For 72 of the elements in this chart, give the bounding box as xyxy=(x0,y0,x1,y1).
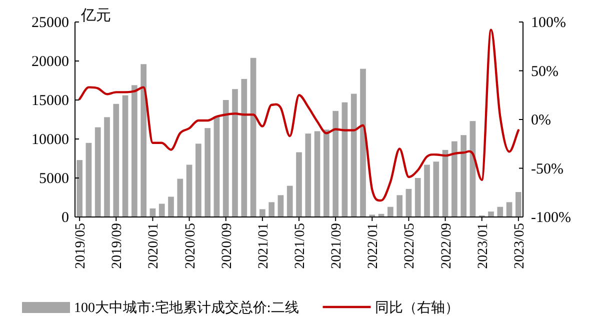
bar xyxy=(342,102,348,217)
bar xyxy=(196,144,202,217)
bar xyxy=(516,192,522,217)
bar xyxy=(158,204,165,217)
x-tick-label: 2019/09 xyxy=(110,223,126,269)
y2-tick-label: -50% xyxy=(531,161,564,178)
bar xyxy=(332,110,338,217)
bar xyxy=(132,85,138,217)
bar xyxy=(324,130,330,217)
bar xyxy=(186,164,192,217)
y2-tick-label: 100% xyxy=(531,15,566,31)
bar xyxy=(296,152,302,217)
x-tick-label: 2020/01 xyxy=(146,223,162,269)
bar xyxy=(250,58,256,217)
x-tick-label: 2022/01 xyxy=(366,223,382,269)
bar xyxy=(497,206,504,217)
bar xyxy=(488,212,494,217)
bar xyxy=(113,104,120,217)
x-tick-label: 2020/09 xyxy=(220,223,235,269)
y-tick-label: 15000 xyxy=(32,93,69,109)
bar xyxy=(305,134,312,217)
y2-tick-label: -100% xyxy=(531,210,571,226)
x-tick-label: 2021/09 xyxy=(330,223,345,269)
y-tick-label: 10000 xyxy=(32,132,69,148)
y-axis-title: 亿元 xyxy=(80,8,111,24)
bar xyxy=(396,195,402,217)
x-tick-label: 2020/05 xyxy=(183,223,198,269)
x-tick-label: 2021/05 xyxy=(293,223,308,269)
x-tick-label: 2019/05 xyxy=(74,223,89,269)
bar xyxy=(260,209,266,217)
x-tick-label: 2023/05 xyxy=(512,223,528,269)
bar xyxy=(460,135,466,217)
bar xyxy=(140,64,146,217)
bar xyxy=(76,160,82,217)
bar xyxy=(388,206,394,217)
bar xyxy=(350,94,357,217)
bar xyxy=(433,162,440,217)
bar xyxy=(268,202,274,217)
bar xyxy=(452,141,458,217)
bar xyxy=(414,178,421,217)
x-tick-label: 2021/01 xyxy=(256,223,272,269)
bar xyxy=(241,78,248,217)
bar xyxy=(204,128,210,217)
bar xyxy=(314,131,320,217)
x-tick-label: 2022/09 xyxy=(439,223,454,269)
bar xyxy=(286,186,293,217)
bar xyxy=(104,117,110,217)
bar xyxy=(506,202,512,217)
bar xyxy=(214,116,220,217)
x-tick-label: 2023/01 xyxy=(476,223,491,269)
bar xyxy=(86,142,92,217)
bar xyxy=(232,89,238,217)
bar xyxy=(222,100,229,217)
bar xyxy=(406,188,412,217)
bar xyxy=(278,195,284,217)
bar xyxy=(360,68,366,217)
y2-tick-label: 0% xyxy=(531,112,551,128)
bar xyxy=(177,178,184,217)
y-tick-label: 5000 xyxy=(39,171,69,187)
legend-label: 同比（右轴） xyxy=(374,300,459,316)
bar xyxy=(168,196,174,217)
legend-label: 100大中城市:宅地累计成交总价:二线 xyxy=(74,300,299,316)
line-series xyxy=(78,28,520,202)
y-tick-label: 20000 xyxy=(32,54,69,70)
bar xyxy=(122,95,128,217)
bar xyxy=(424,164,430,217)
x-tick-label: 2022/05 xyxy=(402,223,418,269)
bar xyxy=(94,127,101,217)
y-tick-label: 0 xyxy=(62,210,69,226)
y-tick-label: 25000 xyxy=(32,15,69,31)
y2-tick-label: 50% xyxy=(531,64,558,80)
bar xyxy=(442,150,448,217)
